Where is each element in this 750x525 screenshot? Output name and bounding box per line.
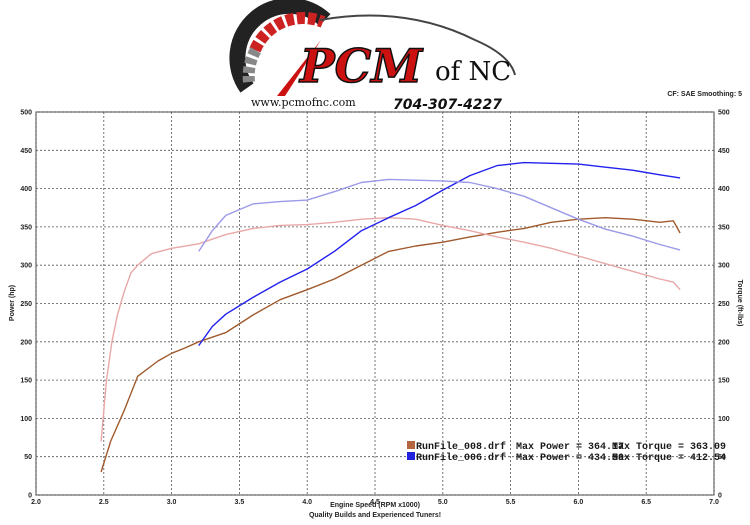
series-line-power-0 (100, 216, 681, 473)
y2-tick-label: 450 (718, 148, 730, 155)
y2-tick-label: 0 (718, 493, 722, 500)
y-tick-label: 0 (28, 493, 32, 500)
x-tick-label: 3.5 (235, 499, 245, 506)
settings-text: CF: SAE Smoothing: 5 (667, 91, 742, 98)
x-axis-label: Engine Speed (RPM x1000) (330, 502, 420, 509)
y2-tick-label: 500 (718, 110, 730, 117)
y-tick-label: 200 (20, 339, 32, 346)
tachometer-icon (229, 0, 331, 96)
y-tick-label: 450 (20, 148, 32, 155)
y-tick-label: 250 (20, 301, 32, 308)
x-tick-label: 7.0 (709, 499, 719, 506)
x-tick-label: 5.5 (506, 499, 516, 506)
legend-power-run-008: Max Power = 364.17 (516, 442, 624, 453)
svg-text:RunFile_006.drf Max Powe: RunFile_006.drf Max Power = 434.50 (416, 452, 624, 464)
brand-text: PCM (298, 39, 424, 93)
y2-tick-label: 250 (718, 301, 730, 308)
y2-tick-label: 350 (718, 224, 730, 231)
series-line-torque-1 (100, 216, 681, 442)
x-tick-label: 6.5 (641, 499, 651, 506)
y2-tick-label: 150 (718, 378, 730, 385)
y-tick-label: 150 (20, 378, 32, 385)
y-tick-label: 350 (20, 224, 32, 231)
y2-tick-labels: 0 50 100 150 200 250 300 350 400 450 500 (718, 110, 730, 500)
y2-tick-label: 300 (718, 263, 730, 270)
legend-swatch-run-006 (407, 452, 415, 460)
legend: RunFile_008.drf Max Power = 364.17 Max T… (407, 441, 726, 464)
y-tick-label: 100 (20, 416, 32, 423)
x-tick-label: 4.0 (302, 499, 312, 506)
brand-suffix-text: of NC (435, 57, 511, 87)
y-tick-label: 500 (20, 110, 32, 117)
x-tick-label: 5.0 (438, 499, 448, 506)
y2-tick-label: 100 (718, 416, 730, 423)
legend-torque-run-006: Max Torque = 412.54 (612, 453, 726, 464)
phone-text: 704-307-4227 (393, 97, 502, 112)
y-tick-labels: 0 50 100 150 200 250 300 350 400 450 500 (20, 110, 32, 500)
y-axis-label: Power (hp) (9, 285, 16, 321)
series-line-power-2 (198, 161, 681, 347)
series-line-torque-3 (198, 178, 681, 252)
pcm-logo: PCM of NC www.pcmofnc.com 704-307-4227 (229, 0, 516, 112)
chart-subtitle: Quality Builds and Experienced Tuners! (309, 512, 441, 519)
y-tick-label: 400 (20, 186, 32, 193)
series-lines (100, 161, 681, 473)
legend-file-run-006: RunFile_006.drf (416, 452, 506, 464)
y2-axis-label: Torque (ft-lbs) (736, 280, 743, 327)
x-tick-label: 2.0 (31, 499, 41, 506)
svg-text:RunFile_008.drf Max Powe: RunFile_008.drf Max Power = 364.17 (416, 441, 624, 453)
x-tick-label: 2.5 (99, 499, 109, 506)
y-tick-label: 50 (24, 454, 32, 461)
legend-swatch-run-008 (407, 441, 415, 449)
y2-tick-label: 200 (718, 339, 730, 346)
website-text: www.pcmofnc.com (251, 96, 356, 109)
y2-tick-label: 400 (718, 186, 730, 193)
x-tick-label: 6.0 (574, 499, 584, 506)
legend-torque-run-008: Max Torque = 363.09 (612, 442, 726, 453)
legend-power-run-006: Max Power = 434.50 (516, 453, 624, 464)
x-tick-label: 3.0 (167, 499, 177, 506)
y-tick-label: 300 (20, 263, 32, 270)
x-tick-label: 4.5 (370, 499, 380, 506)
y2-tick-label: 50 (718, 454, 726, 461)
legend-file-run-008: RunFile_008.drf (416, 441, 506, 453)
x-tick-labels: 2.0 2.5 3.0 3.5 4.0 4.5 5.0 5.5 6.0 6.5 7.0 (31, 499, 719, 506)
